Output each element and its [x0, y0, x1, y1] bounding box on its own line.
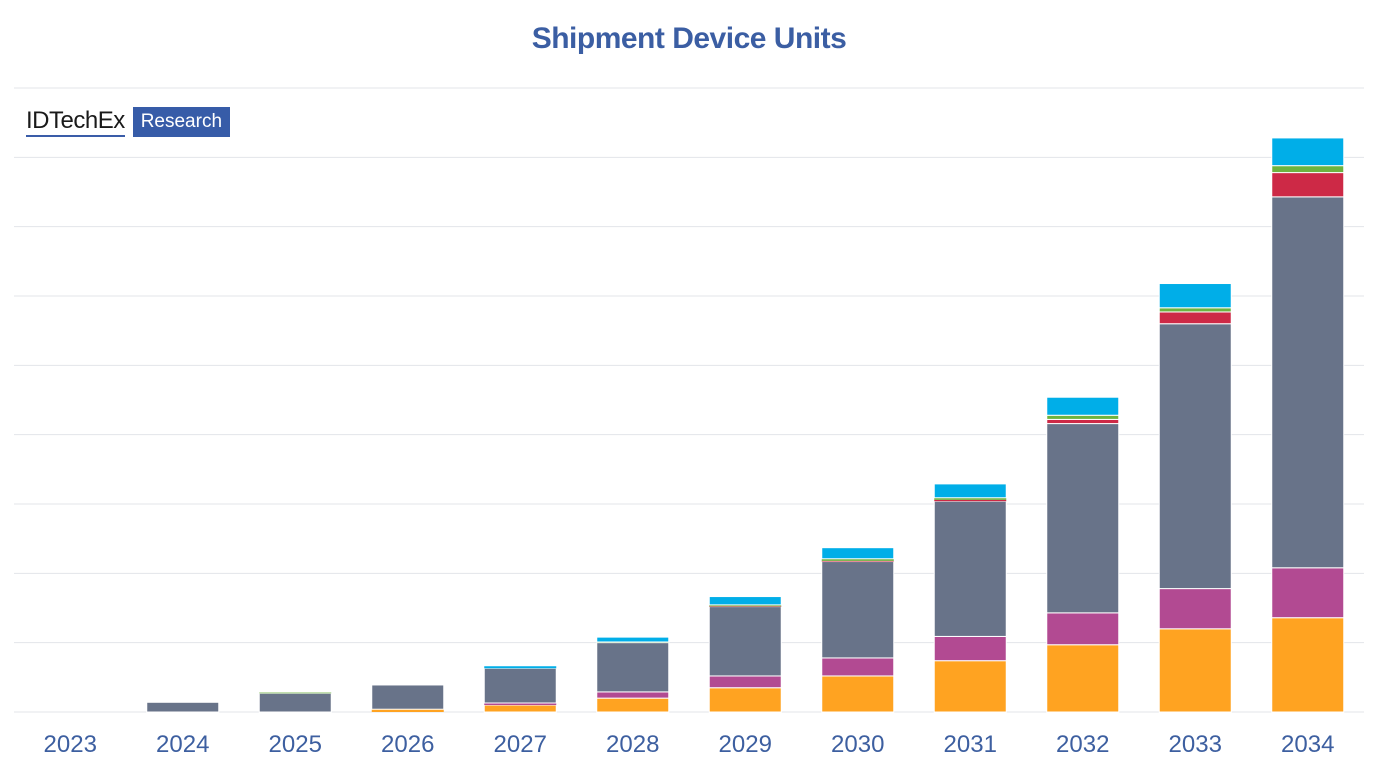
bar-segment-2034-series-1 [1271, 567, 1345, 619]
bar-segment-2033-series-3 [1158, 311, 1232, 325]
bar-segment-2032-series-1 [1046, 612, 1120, 646]
x-tick-label: 2032 [1056, 731, 1109, 758]
bar-segment-2033-series-2 [1158, 323, 1232, 590]
bar-segment-2025-series-4 [259, 692, 332, 694]
x-tick-label: 2026 [381, 731, 434, 758]
bar-segment-2033-series-4 [1158, 307, 1232, 313]
bar-segment-2034-series-5 [1271, 137, 1345, 167]
bar-segment-2027-series-2 [483, 667, 557, 704]
x-tick-label: 2028 [606, 731, 659, 758]
logo-research-tag: Research [132, 107, 231, 137]
bar-segment-2028-series-0 [596, 697, 670, 713]
logo-brand: IDTechEx [26, 107, 125, 137]
x-tick-label: 2025 [269, 731, 322, 758]
bar-segment-2025-series-2 [258, 692, 332, 713]
bar-segment-2032-series-4 [1046, 414, 1120, 420]
x-tick-label: 2034 [1281, 731, 1334, 758]
bar-segment-2034-series-2 [1271, 196, 1345, 569]
bar-segment-2028-series-2 [596, 642, 670, 693]
bar-segment-2031-series-4 [934, 497, 1007, 500]
x-tick-label: 2031 [944, 731, 997, 758]
bar-segment-2026-series-2 [371, 684, 445, 710]
bar-segment-2031-series-2 [933, 500, 1007, 637]
bar-segment-2030-series-1 [821, 657, 895, 677]
bar-segment-2033-series-0 [1158, 628, 1232, 713]
bar-segment-2029-series-5 [708, 596, 782, 606]
x-tick-label: 2030 [831, 731, 884, 758]
bar-segment-2028-series-5 [596, 636, 670, 643]
bar-segment-2029-series-0 [708, 687, 782, 713]
bar-segment-2030-series-5 [821, 547, 895, 560]
bar-segment-2034-series-4 [1271, 165, 1345, 174]
bar-segment-2032-series-2 [1046, 423, 1120, 614]
bar-segment-2030-series-0 [821, 675, 895, 713]
bar-segment-2027-series-0 [483, 704, 557, 713]
bar-segment-2033-series-5 [1158, 283, 1232, 309]
x-tick-label: 2023 [44, 731, 97, 758]
chart-title: Shipment Device Units [531, 22, 847, 55]
bar-segment-2031-series-5 [933, 483, 1007, 499]
bar-segment-2034-series-0 [1271, 617, 1345, 713]
x-tick-label: 2029 [719, 731, 772, 758]
bar-segment-2027-series-5 [484, 666, 557, 669]
x-tick-label: 2024 [156, 731, 209, 758]
x-tick-label: 2033 [1169, 731, 1222, 758]
bar-segment-2031-series-0 [933, 660, 1007, 713]
bar-segment-2032-series-3 [1046, 418, 1120, 425]
bar-segment-2032-series-5 [1046, 396, 1120, 416]
bar-segment-2029-series-3 [709, 606, 782, 607]
bar-segment-2032-series-0 [1046, 644, 1120, 713]
bar-segment-2029-series-2 [708, 606, 782, 677]
bar-segment-2030-series-3 [821, 560, 894, 562]
bar-segment-2024-series-2 [146, 701, 220, 713]
bar-segment-2029-series-4 [709, 604, 782, 607]
bar-segment-2027-series-1 [484, 702, 557, 706]
bar-segment-2030-series-2 [821, 561, 895, 659]
x-tick-label: 2027 [494, 731, 547, 758]
bar-segment-2028-series-1 [596, 691, 670, 699]
bar-segment-2031-series-3 [934, 499, 1007, 502]
bar-segment-2034-series-3 [1271, 172, 1345, 198]
bar-segment-2030-series-4 [821, 558, 894, 561]
bar-segment-2026-series-0 [371, 709, 444, 712]
bar-segment-2029-series-1 [708, 675, 782, 689]
bar-segment-2031-series-1 [933, 635, 1007, 662]
bar-segment-2033-series-1 [1158, 588, 1232, 630]
idtechex-logo: IDTechEx Research [26, 107, 231, 137]
